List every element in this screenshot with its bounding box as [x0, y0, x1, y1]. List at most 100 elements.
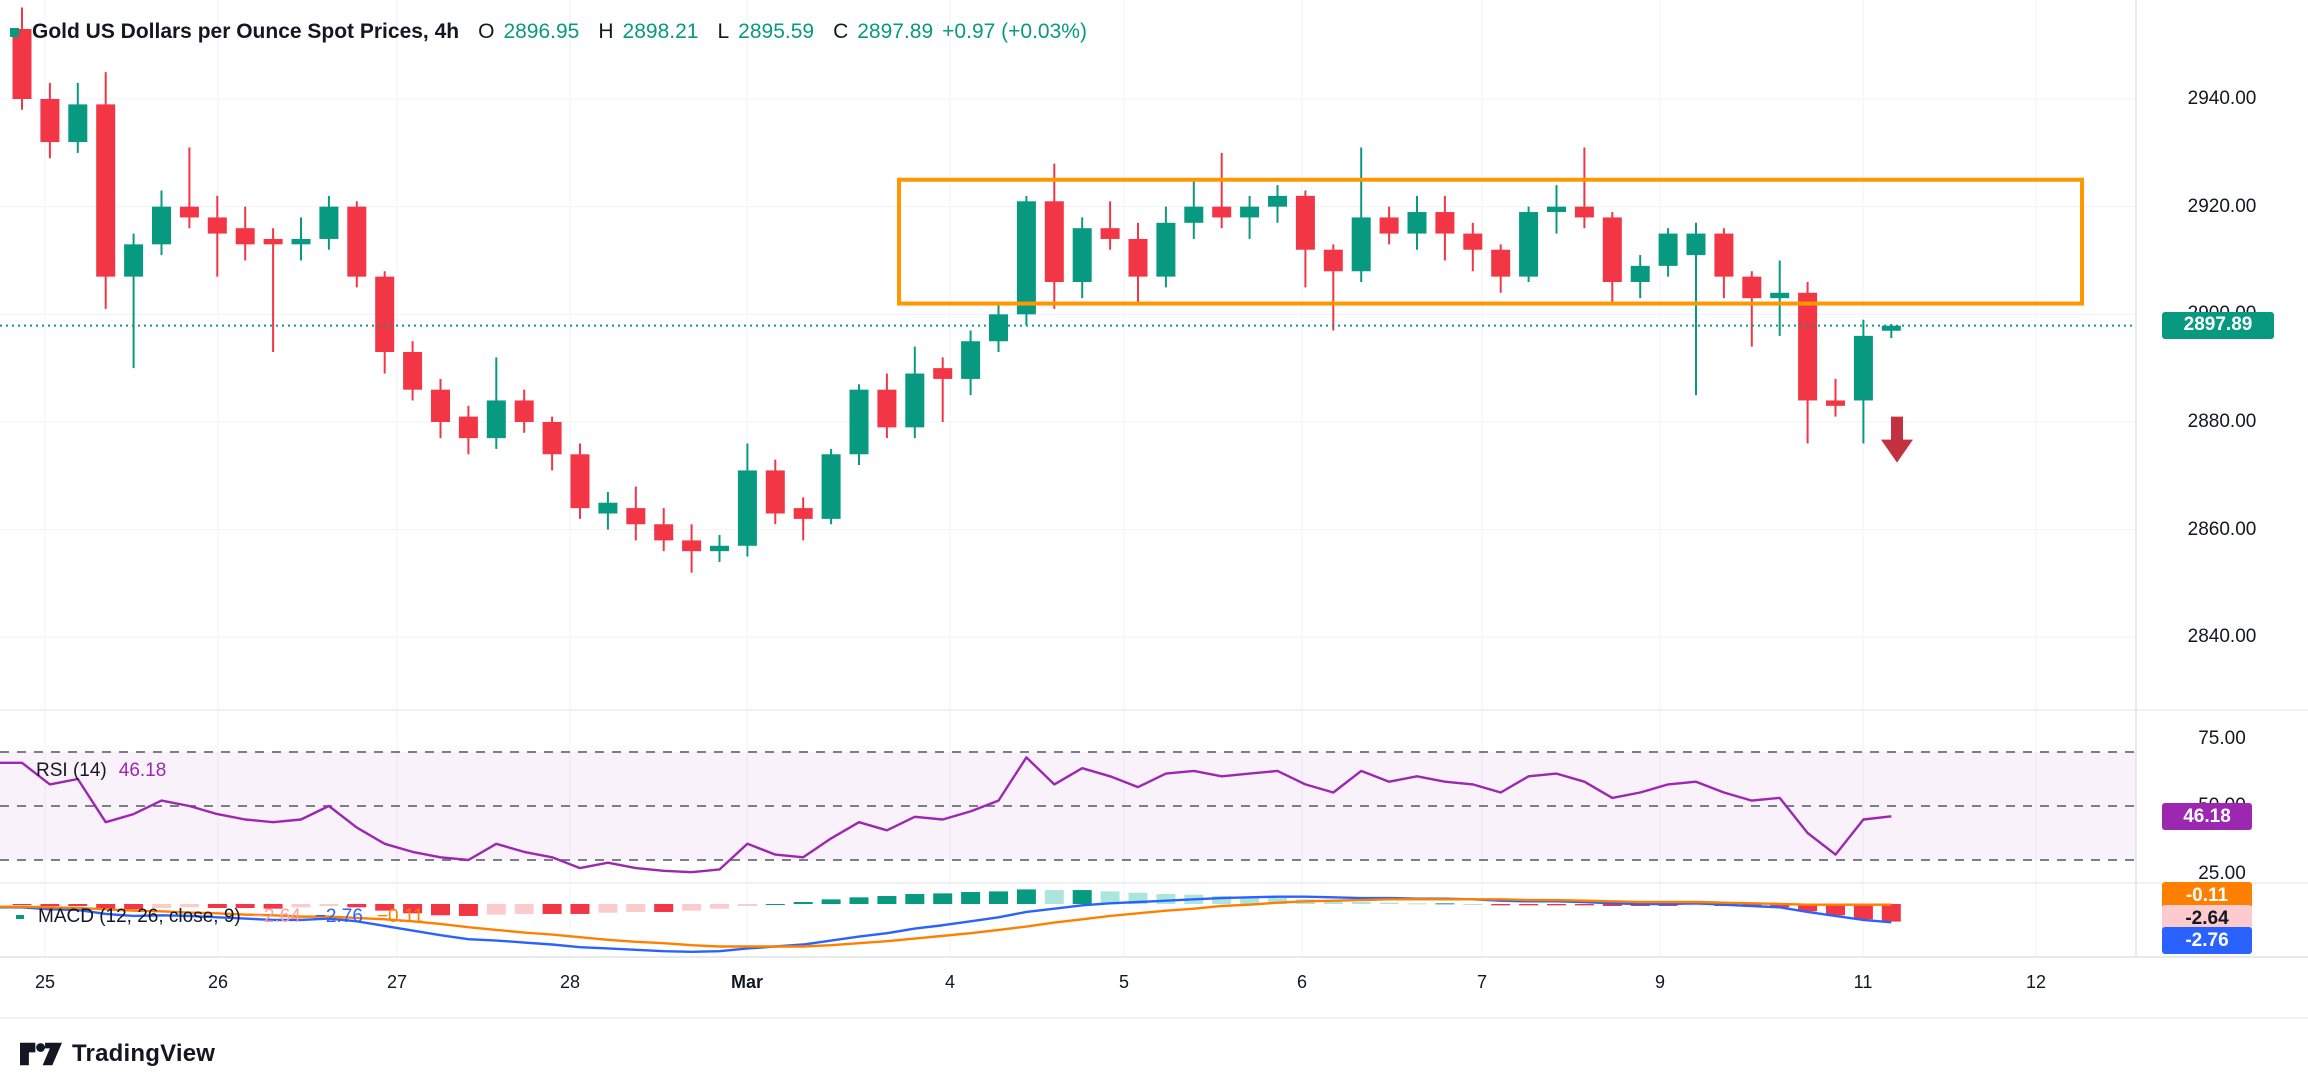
candle-body: [1770, 292, 1790, 299]
price-axis-label[interactable]: 2940.00: [2187, 88, 2257, 109]
candle-body: [96, 104, 116, 277]
macd-histogram-bar: [514, 904, 534, 914]
candle-body: [877, 389, 897, 428]
tradingview-logo[interactable]: TradingView: [20, 1040, 215, 1068]
macd-histogram-bar: [1881, 904, 1901, 922]
macd-histogram-bar: [598, 904, 618, 913]
candle-body: [654, 524, 674, 541]
rsi-axis-label[interactable]: 75.00: [2198, 727, 2246, 749]
candle-body: [989, 314, 1008, 342]
time-axis-label[interactable]: 4: [944, 972, 955, 992]
macd-histogram-bar: [682, 904, 702, 911]
time-axis-label[interactable]: 7: [1476, 972, 1487, 992]
macd-histogram-bar: [989, 891, 1008, 904]
candle-body: [905, 373, 925, 428]
macd-histogram-bar: [403, 904, 423, 914]
rsi-legend[interactable]: RSI (14) 46.18: [36, 760, 166, 782]
candle-body: [682, 540, 702, 552]
open-value: 2896.95: [503, 20, 580, 43]
macd-histogram-bar: [1407, 903, 1427, 905]
candle-body: [1016, 201, 1036, 315]
candle-body: [235, 228, 255, 245]
candle-body: [1156, 222, 1176, 277]
macd-histogram-bar: [179, 904, 199, 908]
time-axis-label[interactable]: 9: [1654, 972, 1665, 992]
candle-body: [710, 545, 729, 552]
candle-body: [1630, 265, 1650, 283]
candle-body: [1826, 400, 1845, 406]
candle-body: [431, 389, 450, 422]
time-axis-label[interactable]: 6: [1296, 972, 1307, 992]
price-axis-label[interactable]: 2880.00: [2187, 410, 2257, 432]
macd-histogram-bar: [1016, 889, 1036, 904]
macd-histogram-bar: [12, 904, 32, 905]
price-axis-label[interactable]: 2860.00: [2187, 518, 2257, 540]
macd-histogram-bar: [849, 897, 869, 904]
macd-histogram-bar: [1826, 904, 1845, 916]
macd-histogram-bar: [1268, 898, 1287, 904]
tradingview-logo-icon: [20, 1042, 62, 1066]
macd-histogram-bar: [263, 904, 283, 909]
macd-histogram-bar: [291, 904, 311, 908]
rsi-band: [0, 752, 2136, 860]
time-axis-label[interactable]: 11: [1853, 972, 1873, 992]
candle-body: [319, 206, 339, 239]
candle-body: [263, 238, 283, 245]
macd-histogram-bar: [626, 904, 646, 912]
candle-body: [514, 400, 534, 422]
candle-body: [68, 104, 88, 143]
macd-histogram-bar: [654, 904, 674, 912]
candle-body: [1491, 249, 1511, 277]
down-arrow-marker[interactable]: [1881, 416, 1913, 463]
macd-line: [0, 895, 1892, 954]
macd-histogram-bar: [765, 904, 785, 905]
macd-histogram-bar: [1853, 904, 1873, 920]
macd-histogram-bar: [1798, 904, 1818, 912]
candle-body: [375, 276, 395, 353]
time-axis-label[interactable]: 26: [207, 972, 229, 992]
candle-body: [458, 416, 478, 439]
time-axis-label[interactable]: 5: [1118, 972, 1129, 992]
macd-histogram-bar: [877, 896, 897, 904]
open-prefix: O: [478, 20, 495, 43]
candle-body: [40, 99, 60, 143]
candle-body: [152, 206, 171, 245]
macd-values: −2.64 −2.76 −0.11: [253, 906, 438, 928]
candle-body: [1184, 206, 1204, 223]
symbol-legend[interactable]: Gold US Dollars per Ounce Spot Prices, 4…: [10, 20, 1087, 44]
macd-histogram-bar: [1519, 904, 1539, 906]
time-axis-label[interactable]: 25: [34, 972, 56, 992]
candle-body: [1295, 195, 1315, 250]
candle-body: [1351, 217, 1371, 272]
candle-body: [626, 508, 646, 525]
rsi-axis-label[interactable]: 25.00: [2198, 862, 2246, 884]
macd-histogram-bar: [570, 904, 590, 914]
macd-legend[interactable]: MACD (12, 26, close, 9) −2.64 −2.76 −0.11: [16, 906, 438, 928]
candle-body: [124, 244, 144, 277]
macd-histogram-bar: [1212, 896, 1232, 904]
price-axis-label[interactable]: 2840.00: [2187, 626, 2257, 648]
consolidation-rectangle[interactable]: [897, 177, 2084, 306]
candle-body: [849, 389, 869, 455]
candle-body: [179, 206, 199, 218]
candle-body: [1268, 195, 1287, 207]
series-bullet-icon: [10, 27, 19, 37]
macd-histogram-bar: [1770, 904, 1790, 908]
time-axis-label[interactable]: 12: [2025, 972, 2047, 992]
time-axis-label[interactable]: 27: [386, 972, 408, 992]
macd-histogram-bar: [375, 904, 395, 911]
axis-value-badge: 46.18: [2162, 803, 2252, 830]
candle-body: [347, 206, 367, 277]
candle-body: [1044, 201, 1064, 283]
close-value: 2897.89: [857, 20, 934, 43]
time-axis-label[interactable]: 28: [559, 972, 581, 992]
macd-histogram-bar: [1463, 904, 1483, 905]
candle-body: [291, 238, 311, 245]
macd-histogram-bar: [961, 892, 981, 904]
macd-histogram-bar: [207, 904, 227, 908]
candle-body: [821, 454, 841, 519]
price-axis-label[interactable]: 2920.00: [2187, 195, 2257, 217]
time-axis-label[interactable]: Mar: [730, 972, 763, 992]
